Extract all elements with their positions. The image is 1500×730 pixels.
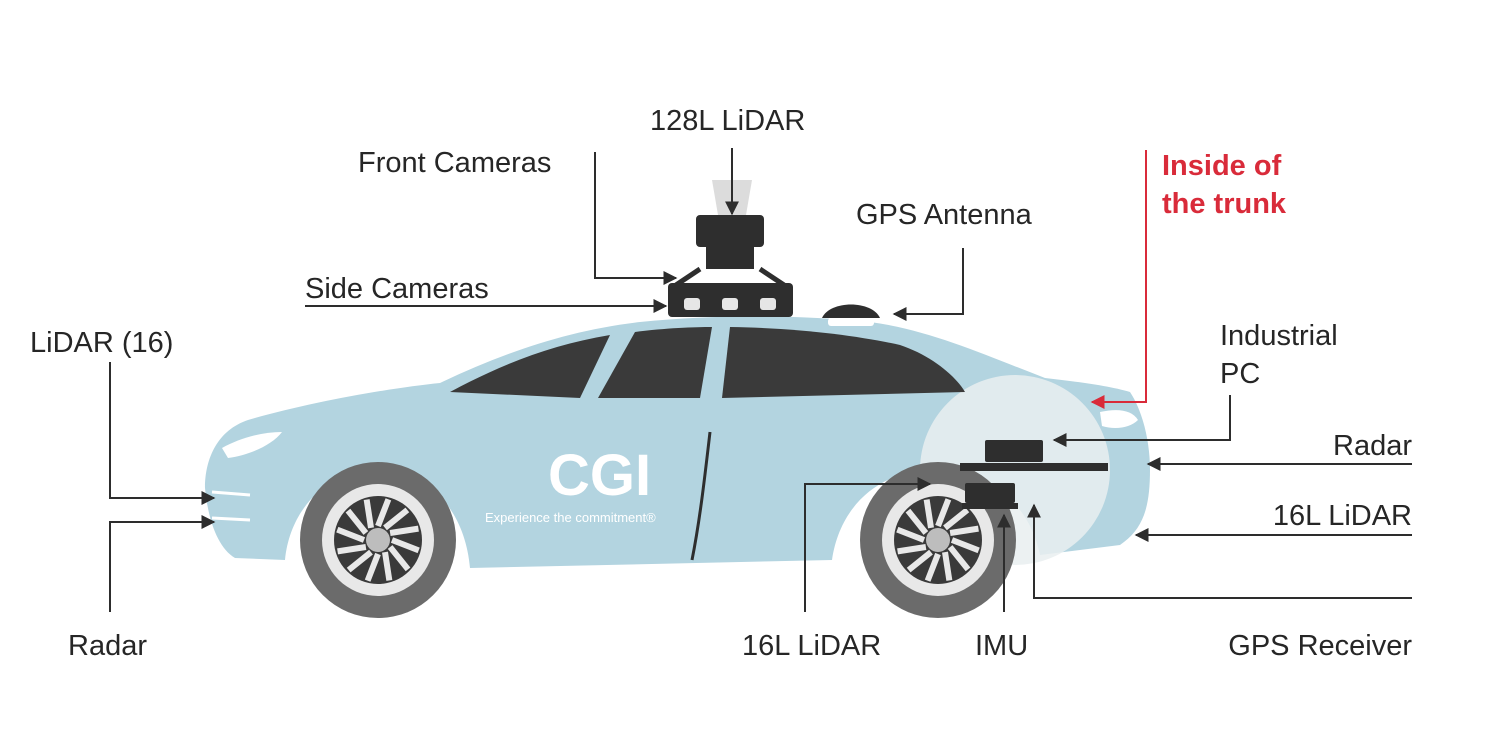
rear-side-window <box>722 327 965 398</box>
roof-sensor-rig <box>668 180 793 317</box>
front-side-window <box>598 327 712 398</box>
label-radar-front: Radar <box>68 630 147 662</box>
wheel-spoke <box>337 544 367 555</box>
wheel-spoke <box>906 549 933 573</box>
grille-lines <box>211 490 251 522</box>
wheel-spoke <box>935 498 952 528</box>
label-gps-antenna: GPS Antenna <box>856 199 1033 231</box>
label-gps-receiver: GPS Receiver <box>1228 630 1412 662</box>
label-lidar-16l-rear: 16L LiDAR <box>1273 500 1412 532</box>
imu-unit <box>962 503 1018 509</box>
label-front-cameras: Front Cameras <box>358 147 551 179</box>
wheel-spoke <box>345 508 369 535</box>
wheel-spoke <box>943 507 970 531</box>
side-camera <box>760 298 776 310</box>
wheel-spoke <box>375 498 392 528</box>
leader-lidar-16-front <box>109 362 216 505</box>
label-radar-rear: Radar <box>1333 430 1412 462</box>
front-wheel <box>300 462 456 618</box>
wheel-spoke <box>364 552 381 582</box>
industrial-pc-unit <box>985 440 1043 462</box>
trunk-shelf <box>960 463 1108 471</box>
label-lidar-16-front: LiDAR (16) <box>30 327 173 359</box>
leader-radar-front <box>109 515 216 612</box>
label-inside-trunk-line2: the trunk <box>1162 188 1287 220</box>
leader-gps-antenna <box>892 248 964 321</box>
wheel-spoke <box>387 545 411 572</box>
wheel-spoke <box>390 537 420 554</box>
brand-tagline: Experience the commitment® <box>485 510 656 525</box>
wheel-spoke <box>947 545 971 572</box>
label-inside-trunk-line1: Inside of <box>1162 150 1282 182</box>
rear-wheel <box>860 462 1016 618</box>
wheel-spoke <box>897 544 927 555</box>
wheel-spoke <box>363 499 374 529</box>
wheel-spoke <box>949 525 979 536</box>
wheel-spoke <box>336 526 366 543</box>
gps-antenna-puck <box>822 304 880 318</box>
wheel-spoke <box>383 507 410 531</box>
side-camera <box>684 298 700 310</box>
wheel-spoke <box>905 508 929 535</box>
leader-front-cameras <box>594 152 678 285</box>
label-lidar-128: 128L LiDAR <box>650 105 805 137</box>
wheel-spoke <box>924 552 941 582</box>
gps-receiver-unit <box>965 483 1015 503</box>
leader-lidar-16l-bottom <box>804 477 932 612</box>
wheel-spoke <box>382 551 393 581</box>
leader-industrial-pc <box>1052 395 1231 447</box>
brand-logo: CGI <box>548 443 651 508</box>
wheel-spoke <box>346 549 373 573</box>
wheel-spoke <box>923 499 934 529</box>
label-side-cameras: Side Cameras <box>305 273 489 305</box>
door-line <box>690 431 712 561</box>
wheel-spoke <box>942 551 953 581</box>
label-industrial-pc-line1: Industrial <box>1220 320 1338 352</box>
wheel-spoke <box>950 537 980 554</box>
leader-inside-trunk <box>1090 150 1147 409</box>
wheel-spoke <box>896 526 926 543</box>
windshield-window <box>450 335 610 398</box>
label-industrial-pc-line2: PC <box>1220 358 1260 390</box>
headlight <box>222 432 282 458</box>
taillight <box>1100 410 1138 428</box>
wheel-spoke <box>389 525 419 536</box>
leader-gps-receiver <box>1027 503 1412 599</box>
label-imu: IMU <box>975 630 1028 662</box>
label-lidar-16l-bottom: 16L LiDAR <box>742 630 881 662</box>
side-camera <box>722 298 738 310</box>
